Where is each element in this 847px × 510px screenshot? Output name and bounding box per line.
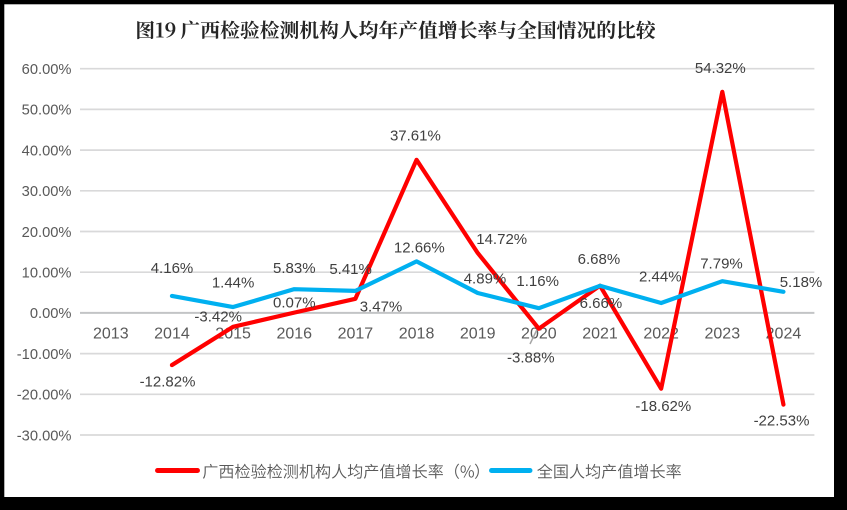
svg-text:54.32%: 54.32% <box>695 60 746 77</box>
svg-text:5.41%: 5.41% <box>329 261 372 278</box>
svg-text:0.07%: 0.07% <box>273 294 316 311</box>
svg-text:2014: 2014 <box>154 326 190 343</box>
svg-text:-20.00%: -20.00% <box>17 388 72 404</box>
svg-text:37.61%: 37.61% <box>390 128 441 145</box>
svg-text:-22.53%: -22.53% <box>754 413 810 430</box>
svg-text:4.89%: 4.89% <box>464 270 507 287</box>
svg-text:0.00%: 0.00% <box>30 306 72 322</box>
svg-text:12.66%: 12.66% <box>394 239 445 256</box>
svg-text:2020: 2020 <box>521 326 557 343</box>
svg-text:1.44%: 1.44% <box>212 274 255 291</box>
svg-text:6.68%: 6.68% <box>578 251 621 268</box>
svg-text:5.18%: 5.18% <box>780 274 823 291</box>
svg-text:2021: 2021 <box>582 326 618 343</box>
svg-text:1.16%: 1.16% <box>516 273 559 290</box>
svg-text:3.47%: 3.47% <box>360 299 403 316</box>
svg-text:-12.82%: -12.82% <box>140 373 196 390</box>
svg-text:-3.88%: -3.88% <box>507 349 555 366</box>
svg-text:2024: 2024 <box>766 326 802 343</box>
svg-text:60.00%: 60.00% <box>22 62 72 78</box>
svg-text:4.16%: 4.16% <box>151 260 194 277</box>
svg-text:40.00%: 40.00% <box>22 143 72 159</box>
svg-text:2023: 2023 <box>705 326 741 343</box>
svg-text:2015: 2015 <box>215 326 251 343</box>
svg-text:14.72%: 14.72% <box>476 231 527 248</box>
svg-text:50.00%: 50.00% <box>22 103 72 119</box>
svg-text:30.00%: 30.00% <box>22 184 72 200</box>
svg-text:-30.00%: -30.00% <box>17 428 72 444</box>
svg-text:2019: 2019 <box>460 326 496 343</box>
svg-text:6.66%: 6.66% <box>580 295 623 312</box>
svg-text:2013: 2013 <box>93 326 129 343</box>
svg-text:5.83%: 5.83% <box>273 260 316 277</box>
svg-text:-3.42%: -3.42% <box>194 308 242 325</box>
svg-text:10.00%: 10.00% <box>22 266 72 282</box>
svg-text:20.00%: 20.00% <box>22 225 72 241</box>
svg-text:-18.62%: -18.62% <box>635 398 691 415</box>
svg-text:2017: 2017 <box>338 326 374 343</box>
svg-text:-10.00%: -10.00% <box>17 347 72 363</box>
svg-text:7.79%: 7.79% <box>700 256 743 273</box>
svg-text:2018: 2018 <box>399 326 435 343</box>
svg-text:2.44%: 2.44% <box>639 269 682 286</box>
svg-text:2016: 2016 <box>276 326 312 343</box>
